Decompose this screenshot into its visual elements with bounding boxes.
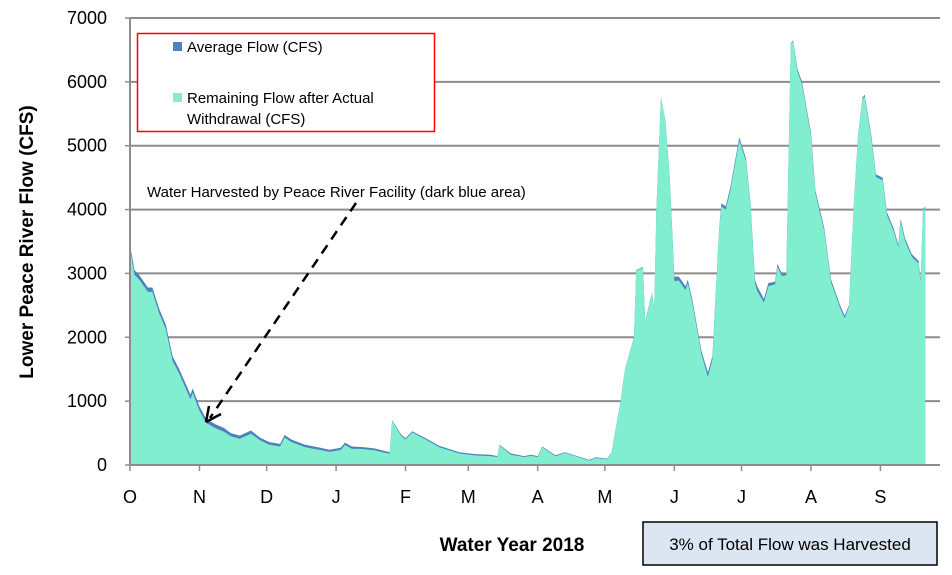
- y-tick-label: 4000: [67, 200, 107, 220]
- y-tick-label: 2000: [67, 327, 107, 347]
- x-tick-label: A: [532, 487, 544, 507]
- x-axis-title: Water Year 2018: [440, 535, 585, 556]
- y-tick-label: 7000: [67, 8, 107, 28]
- x-tick-label: J: [332, 487, 341, 507]
- legend-swatch-remaining: [173, 93, 182, 102]
- note-box: [642, 521, 938, 566]
- y-tick-label: 1000: [67, 391, 107, 411]
- x-tick-label: M: [461, 487, 476, 507]
- y-tick-labels: 0 1000 2000 3000 4000 5000 6000 7000: [67, 8, 107, 475]
- x-tick-label: N: [193, 487, 206, 507]
- y-tick-label: 3000: [67, 263, 107, 283]
- legend-swatch-average: [173, 42, 182, 51]
- x-tick-label: M: [597, 487, 612, 507]
- remaining-flow-area: [130, 41, 926, 465]
- x-tick-label: A: [805, 487, 817, 507]
- x-tick-label: J: [670, 487, 679, 507]
- x-tick-label: O: [123, 487, 137, 507]
- axes: [129, 18, 940, 471]
- legend-label-remaining-2: Withdrawal (CFS): [187, 111, 305, 128]
- legend: Average Flow (CFS) Remaining Flow after …: [136, 32, 436, 133]
- y-tick-label: 6000: [67, 72, 107, 92]
- annotation-arrowhead: [204, 405, 222, 424]
- x-tick-label: J: [737, 487, 746, 507]
- y-tick-label: 0: [97, 455, 107, 475]
- x-tick-label: D: [260, 487, 273, 507]
- annotation-text: Water Harvested by Peace River Facility …: [147, 184, 526, 201]
- annotation-arrow-line: [208, 202, 358, 419]
- legend-border: [136, 32, 436, 133]
- x-tick-label: F: [400, 487, 411, 507]
- y-tick-label: 5000: [67, 136, 107, 156]
- legend-label-remaining-1: Remaining Flow after Actual: [187, 90, 374, 107]
- legend-label-average: Average Flow (CFS): [187, 39, 323, 56]
- x-tick-label: S: [874, 487, 886, 507]
- note-box-text: 3% of Total Flow was Harvested: [669, 535, 911, 554]
- y-axis-title: Lower Peace River Flow (CFS): [17, 105, 38, 378]
